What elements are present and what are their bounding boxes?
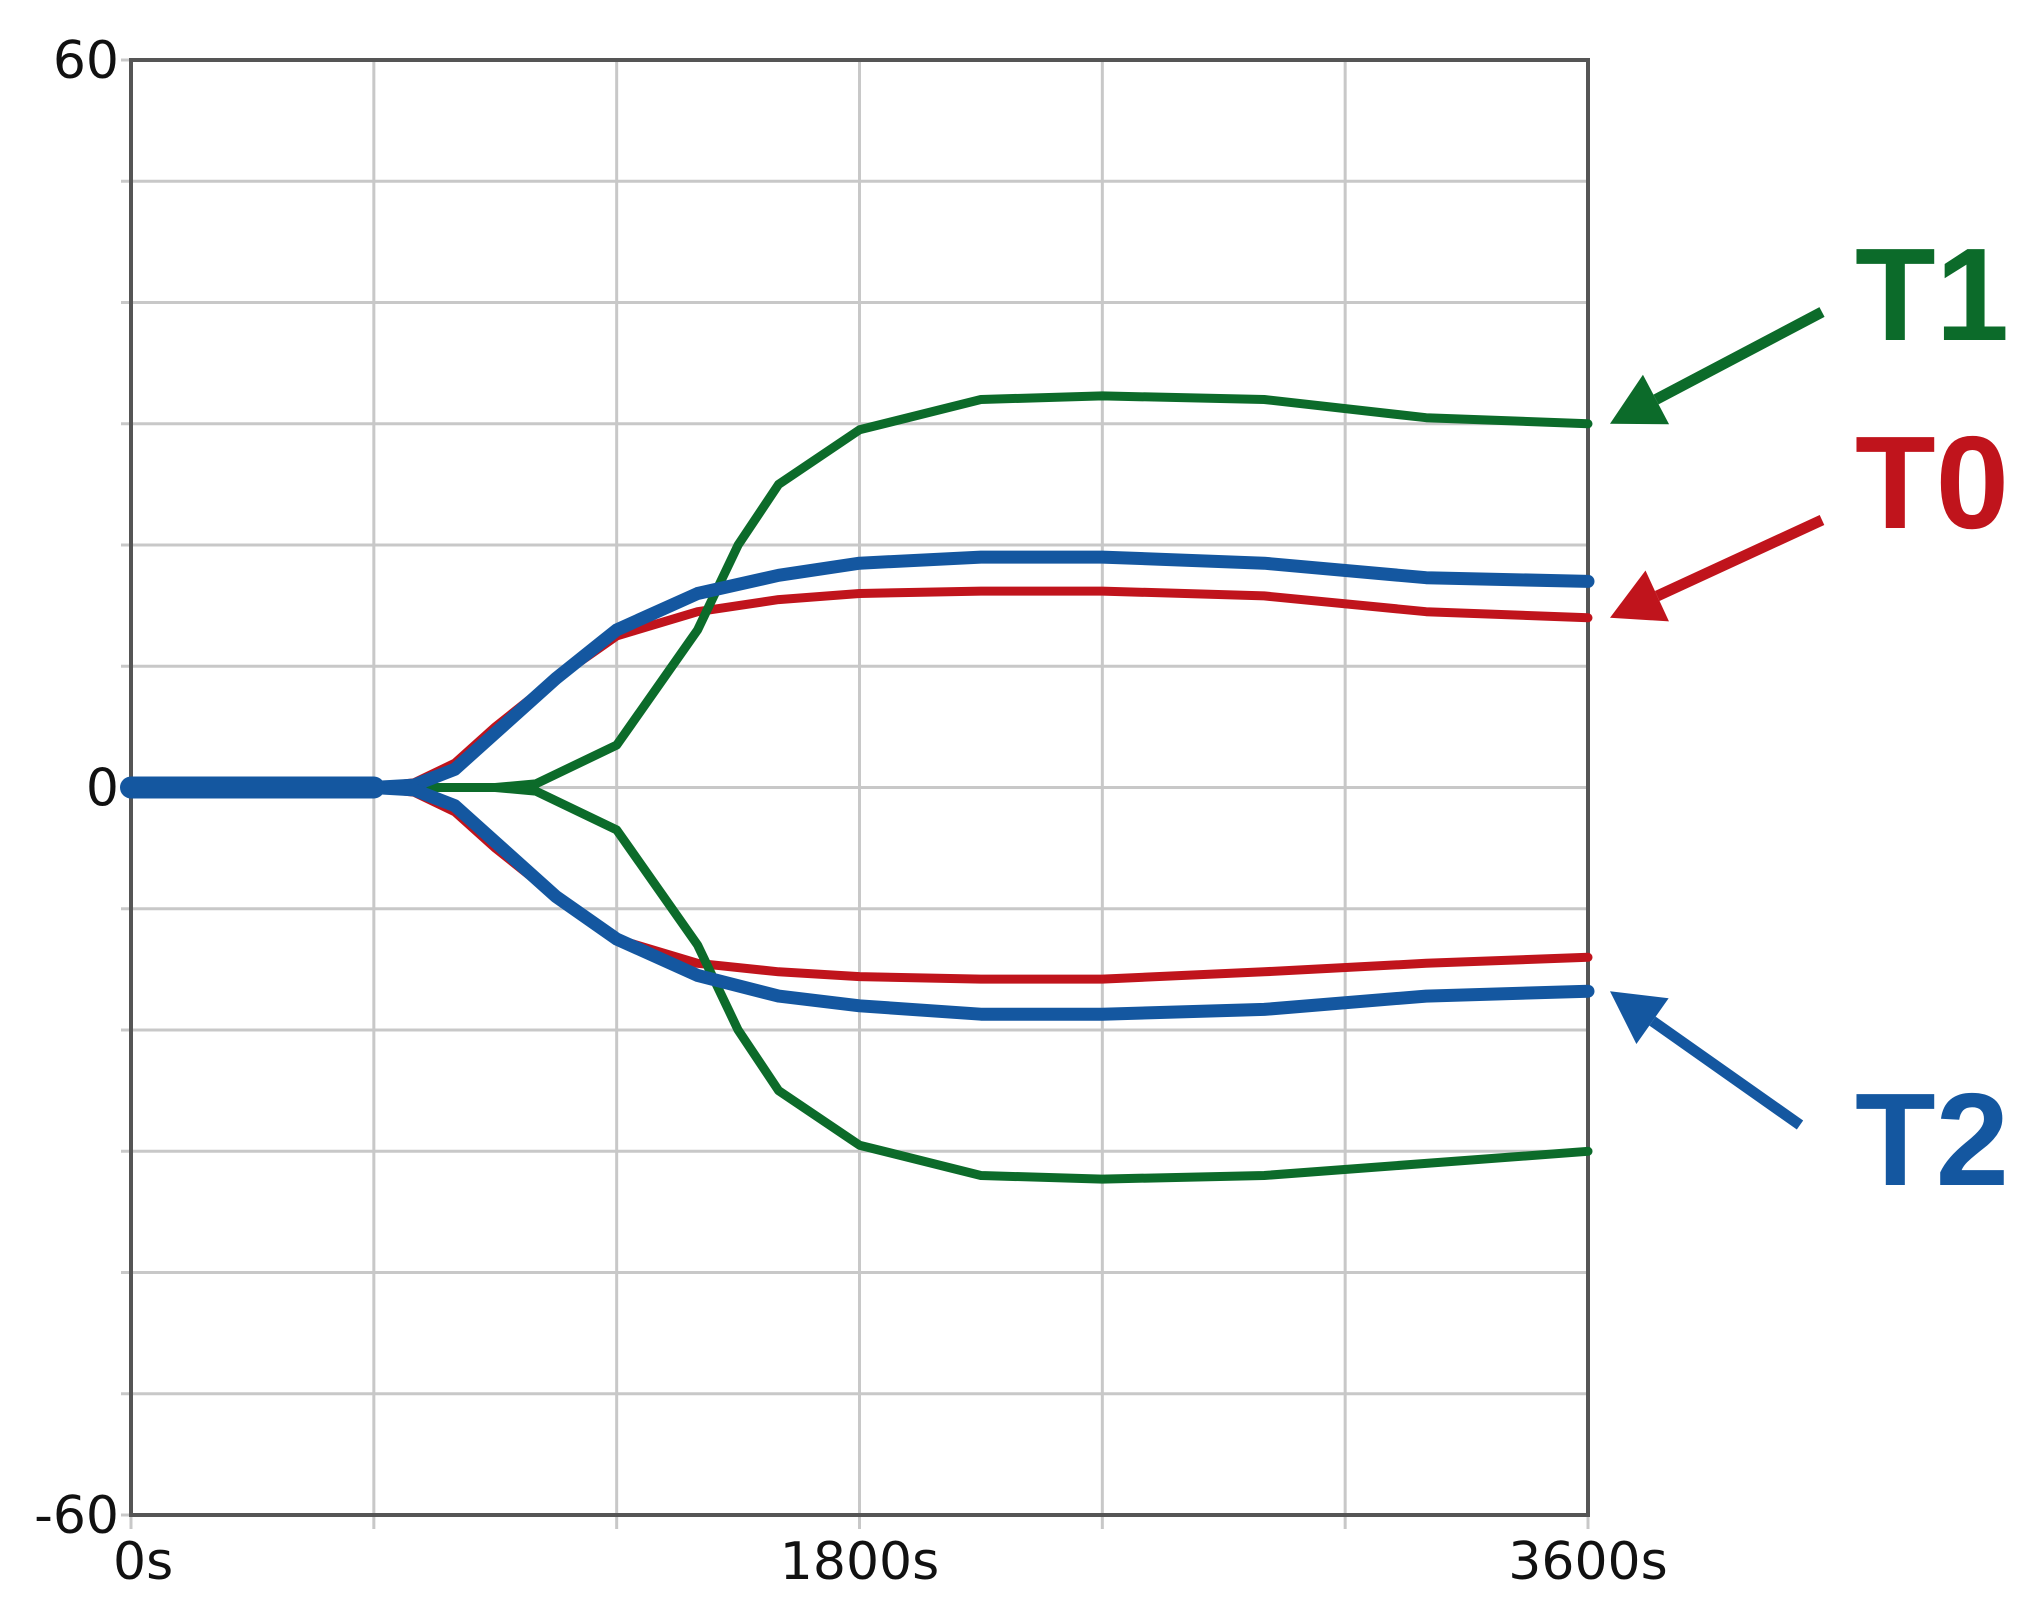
tick-labels: 60 0 -600s 1800s 3600s	[34, 31, 1668, 1592]
y-tick-label: 0	[86, 759, 119, 819]
grid	[121, 58, 1590, 1529]
series-annotations: T1 T0 T2	[1610, 221, 2009, 1213]
series-line-t1-lower	[126, 783, 1593, 1184]
arrow-head-t2	[1610, 991, 1669, 1045]
x-tick-label: 3600s	[1508, 1532, 1667, 1592]
series-line-t2-lower	[124, 781, 1595, 1021]
arrow-shaft-t1	[1653, 307, 1825, 405]
series-label-t0: T0	[1855, 409, 2009, 556]
arrow-shaft-t2	[1649, 1016, 1804, 1130]
series-line-t2-upper	[124, 550, 1595, 794]
arrow-head-t1	[1610, 374, 1670, 425]
x-tick-label: 0s	[113, 1532, 173, 1592]
arrow-shaft-t0	[1654, 515, 1825, 601]
series-lines	[120, 391, 1595, 1184]
x-tick-label: 1800s	[780, 1532, 939, 1592]
y-tick-label: -60	[34, 1486, 119, 1546]
series-label-t2: T2	[1855, 1066, 2009, 1213]
arrow-head-t0	[1610, 570, 1669, 622]
series-label-t1: T1	[1855, 221, 2009, 368]
y-tick-label: 60	[53, 31, 119, 91]
